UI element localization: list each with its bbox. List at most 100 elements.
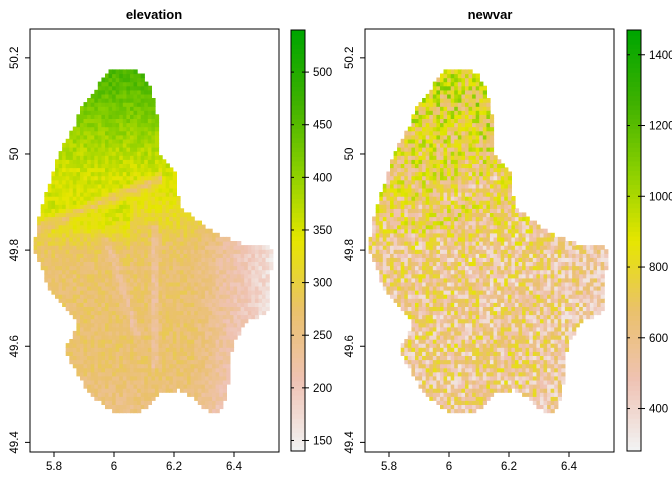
raster-cell <box>140 359 145 365</box>
raster-cell <box>550 384 555 389</box>
raster-cell <box>429 375 434 381</box>
raster-cell <box>97 204 102 209</box>
raster-cell <box>564 343 570 348</box>
raster-cell <box>147 130 152 136</box>
raster-cell <box>51 236 56 242</box>
raster-cell <box>204 241 210 246</box>
legend-tick-label: 250 <box>313 330 332 342</box>
raster-cell <box>457 298 462 303</box>
raster-cell <box>130 220 135 226</box>
raster-cell <box>115 257 120 262</box>
raster-cell <box>208 273 213 279</box>
raster-cell <box>144 85 149 91</box>
raster-cell <box>440 351 445 356</box>
raster-cell <box>72 142 77 148</box>
raster-cell <box>561 351 566 356</box>
raster-cell <box>154 220 160 226</box>
raster-cell <box>229 339 235 344</box>
raster-cell <box>119 290 124 295</box>
raster-cell <box>105 314 110 320</box>
raster-cell <box>115 388 120 393</box>
raster-cell <box>154 343 160 348</box>
raster-cell <box>122 322 127 328</box>
raster-cell <box>101 343 106 348</box>
raster-cell <box>208 330 213 336</box>
raster-cell <box>151 290 156 295</box>
raster-cell <box>144 179 149 185</box>
raster-cell <box>440 367 445 373</box>
raster-cell <box>47 220 52 226</box>
raster-cell <box>80 359 85 365</box>
raster-cell <box>55 212 60 218</box>
raster-cell <box>514 335 520 340</box>
raster-cell <box>97 232 102 238</box>
raster-cell <box>226 261 231 267</box>
raster-cell <box>154 147 160 152</box>
raster-cell <box>465 298 470 303</box>
raster-cell <box>151 273 156 279</box>
raster-cell <box>101 281 106 287</box>
raster-cell <box>122 110 127 115</box>
raster-cell <box>158 208 163 213</box>
raster-cell <box>425 281 430 287</box>
raster-cell <box>547 359 552 365</box>
raster-cell <box>172 294 177 299</box>
raster-cell <box>443 363 448 369</box>
y-tick-label: 50.2 <box>9 47 21 69</box>
raster-cell <box>254 253 260 258</box>
raster-cell <box>108 298 113 303</box>
raster-cell <box>475 306 480 312</box>
raster-cell <box>47 212 52 218</box>
raster-cell <box>450 363 455 369</box>
legend-color-step <box>291 104 305 111</box>
raster-cell <box>172 285 177 291</box>
raster-cell <box>497 310 502 316</box>
raster-cell <box>493 277 498 283</box>
raster-cell <box>172 310 177 316</box>
raster-cell <box>37 224 42 230</box>
raster-cell <box>465 400 470 405</box>
raster-cell <box>219 277 224 283</box>
raster-cell <box>172 298 177 303</box>
raster-cell <box>500 388 505 393</box>
raster-cell <box>140 355 145 361</box>
raster-cell <box>137 277 142 283</box>
raster-cell <box>176 306 181 312</box>
raster-cell <box>140 81 145 87</box>
raster-cell <box>511 359 516 365</box>
raster-cell <box>69 228 74 234</box>
raster-cell <box>144 220 149 226</box>
raster-cell <box>47 245 52 250</box>
raster-cell <box>183 277 188 283</box>
raster-cell <box>154 163 160 169</box>
raster-cell <box>454 404 459 410</box>
legend-color-step <box>291 114 305 120</box>
raster-cell <box>137 167 142 173</box>
raster-cell <box>76 114 81 119</box>
raster-cell <box>108 187 113 193</box>
raster-cell <box>137 192 142 197</box>
raster-cell <box>144 241 149 246</box>
raster-cell <box>97 351 102 356</box>
raster-cell <box>415 277 420 283</box>
raster-cell <box>108 122 113 128</box>
raster-cell <box>165 306 170 312</box>
raster-cell <box>550 277 555 283</box>
raster-cell <box>479 339 484 344</box>
raster-cell <box>482 306 487 312</box>
raster-cell <box>101 134 106 140</box>
raster-cell <box>500 306 505 312</box>
raster-cell <box>532 302 537 307</box>
raster-cell <box>532 339 537 344</box>
legend-color-step <box>291 86 305 92</box>
raster-cell <box>122 367 127 373</box>
raster-cell <box>194 347 199 352</box>
raster-cell <box>411 318 416 324</box>
raster-cell <box>208 306 213 312</box>
raster-cell <box>133 257 138 262</box>
raster-cell <box>201 245 206 250</box>
raster-cell <box>204 310 210 316</box>
raster-cell <box>572 306 577 312</box>
raster-cell <box>97 228 102 234</box>
raster-cell <box>83 298 88 303</box>
